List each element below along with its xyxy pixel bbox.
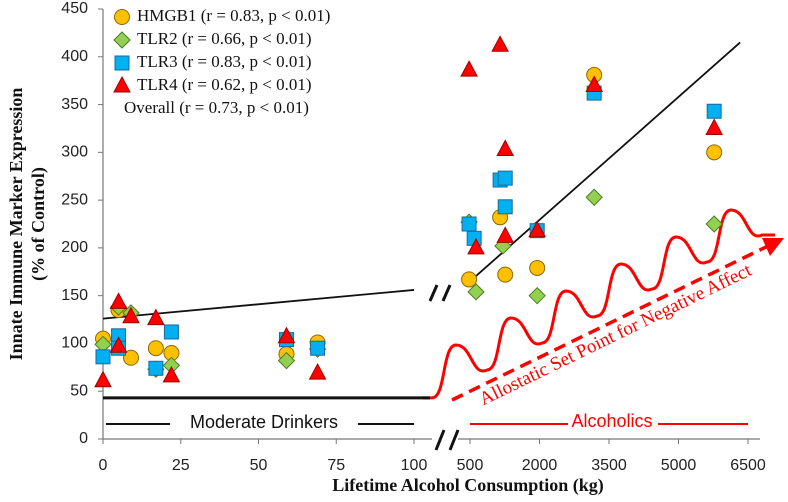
y-tick-label: 400 [61, 48, 88, 65]
point [706, 144, 723, 161]
point [497, 170, 513, 186]
axis-break [428, 284, 460, 451]
point [496, 226, 515, 243]
point [95, 349, 111, 365]
x-tick-label: 2000 [522, 457, 558, 474]
point [310, 340, 326, 356]
y-tick-label: 450 [61, 0, 88, 17]
annotation-arrow [451, 244, 769, 402]
legend-marker [113, 75, 131, 93]
point [122, 306, 140, 324]
point [467, 283, 485, 301]
point [147, 308, 165, 326]
legend-marker [114, 9, 130, 25]
y-tick-label: 350 [61, 96, 88, 113]
x-tick-label: 6500 [730, 457, 766, 474]
point [122, 349, 139, 366]
x-tick-label: 500 [457, 457, 484, 474]
point [528, 286, 546, 305]
legend-marker [114, 55, 130, 71]
plot: 0 50 100 150 200 250 300 350 400 450 0 25 50 75 100 500… [61, 0, 766, 474]
y-axis-subtitle: (% of Control) [28, 167, 49, 281]
y-tick-label: 100 [61, 335, 88, 352]
legend-label: TLR3 (r = 0.83, p < 0.01) [137, 52, 312, 71]
point [705, 215, 723, 233]
point [496, 139, 515, 156]
group-label: Moderate Drinkers [190, 412, 338, 432]
legend-label: TLR2 (r = 0.66, p < 0.01) [137, 29, 312, 48]
point [109, 292, 128, 309]
x-tick-label: 25 [172, 457, 190, 474]
x-axis-title: Lifetime Alcohol Consumption (kg) [332, 475, 604, 496]
legend-label: Overall (r = 0.73, p < 0.01) [124, 98, 309, 117]
y-tick-label: 150 [61, 287, 88, 304]
point [163, 324, 179, 340]
point [528, 220, 547, 238]
x-tick-label: 75 [327, 457, 345, 474]
point [529, 259, 546, 276]
point [497, 266, 514, 283]
point [162, 365, 181, 383]
point [109, 336, 128, 353]
point [585, 188, 603, 206]
trend-line [469, 41, 741, 283]
point [467, 237, 485, 255]
point [147, 340, 164, 357]
point [148, 360, 164, 376]
point [705, 118, 724, 135]
legend-label: HMGB1 (r = 0.83, p < 0.01) [137, 6, 330, 25]
point [497, 199, 513, 215]
x-tick-label: 5000 [661, 457, 697, 474]
point [585, 75, 604, 92]
annotation: Allostatic Set Point for Negative Affect [476, 259, 755, 410]
group-label: Alcoholics [571, 411, 652, 431]
point [277, 351, 296, 370]
point [460, 60, 478, 77]
y-tick-label: 250 [61, 191, 88, 208]
x-tick-label: 50 [250, 457, 268, 474]
x-tick-label: 3500 [591, 457, 627, 474]
point [706, 103, 722, 119]
allostatic-wave [422, 208, 775, 400]
y-tick-label: 50 [70, 382, 88, 399]
point [308, 363, 327, 380]
point [94, 370, 112, 388]
point [461, 216, 477, 232]
y-tick-label: 300 [61, 144, 88, 161]
legend-label: TLR4 (r = 0.62, p < 0.01) [137, 75, 312, 94]
legend-marker [113, 31, 131, 49]
y-tick-label: 200 [61, 239, 88, 256]
y-tick-label: 0 [79, 430, 88, 447]
point [491, 35, 509, 52]
point [277, 326, 296, 344]
x-tick-label: 100 [401, 457, 428, 474]
y-axis-title: Innate Immune Marker Expression [6, 88, 26, 361]
point [461, 271, 478, 288]
trend-line [102, 289, 415, 320]
x-tick-label: 0 [99, 457, 108, 474]
arrow-head [762, 238, 784, 256]
